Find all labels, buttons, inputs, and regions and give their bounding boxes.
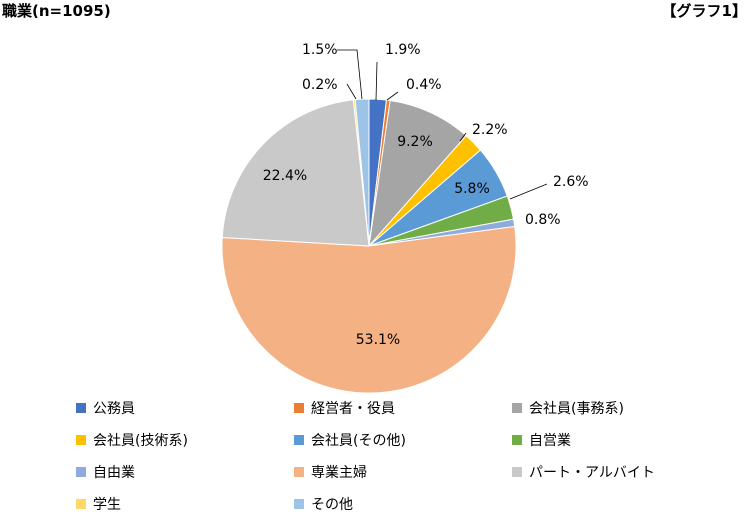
data-label: 2.2% (472, 122, 508, 138)
data-label: 9.2% (397, 134, 433, 150)
pie-slice (221, 99, 370, 247)
graph-number-tag: 【グラフ1】 (661, 2, 747, 20)
leader-line (337, 49, 363, 100)
data-label: 0.4% (406, 77, 442, 93)
leader-line (346, 83, 357, 100)
data-label: 2.6% (553, 174, 589, 190)
leader-line (386, 91, 399, 101)
leader-line (375, 61, 378, 101)
leader-line (509, 183, 548, 200)
data-label: 22.4% (263, 168, 307, 184)
data-label: 0.8% (525, 212, 561, 228)
data-label: 1.9% (385, 42, 421, 58)
pie-slice (354, 98, 370, 247)
data-label: 1.5% (302, 42, 338, 58)
data-label: 53.1% (356, 332, 400, 348)
data-label: 0.2% (302, 77, 338, 93)
data-label: 5.8% (454, 181, 490, 197)
leader-line (459, 132, 467, 142)
chart-title: 職業(n=1095) (2, 2, 111, 20)
pie-slice (221, 225, 517, 394)
